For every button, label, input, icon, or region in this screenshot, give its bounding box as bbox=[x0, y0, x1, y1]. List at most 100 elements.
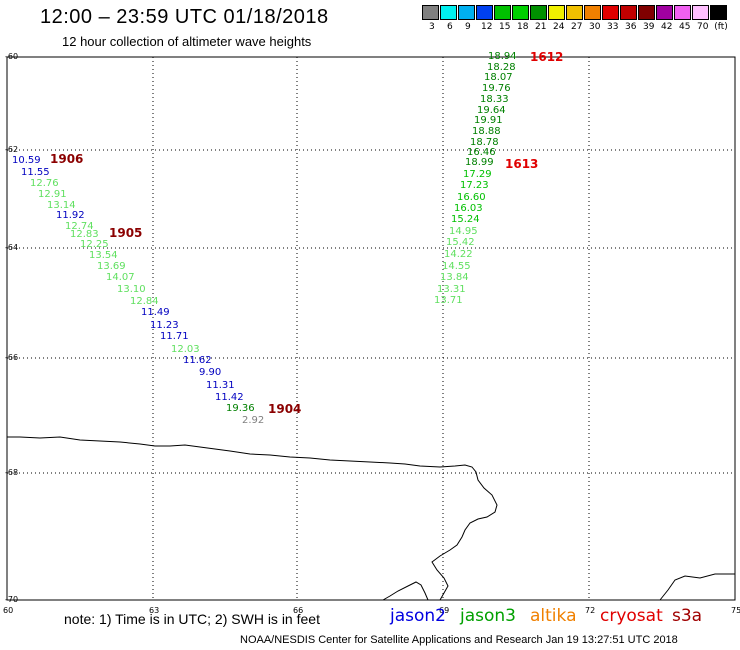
wave-height-value: 17.23 bbox=[460, 180, 489, 191]
longitude-label: 72 bbox=[585, 606, 596, 615]
wave-height-value: 15.24 bbox=[451, 214, 480, 225]
wave-height-value: 12.84 bbox=[130, 296, 159, 307]
colorbar-swatch bbox=[548, 5, 565, 20]
colorbar-label: 27 bbox=[570, 22, 583, 32]
colorbar-swatch bbox=[692, 5, 709, 20]
wave-height-value: 13.31 bbox=[437, 284, 466, 295]
colorbar-swatch bbox=[530, 5, 547, 20]
track-id-label: 1906 bbox=[50, 152, 84, 166]
latitude-label: -60 bbox=[5, 52, 19, 61]
latitude-label: -66 bbox=[5, 353, 19, 362]
antarctic-coastline bbox=[7, 436, 498, 601]
wave-height-value: 12.76 bbox=[30, 178, 59, 189]
wave-height-value: 10.59 bbox=[12, 155, 41, 166]
latitude-label: -62 bbox=[5, 145, 19, 154]
graticule bbox=[7, 57, 735, 600]
wave-height-value: 19.91 bbox=[474, 115, 503, 126]
track-id-label: 1612 bbox=[530, 50, 564, 64]
satellite-jason3: jason3 bbox=[460, 606, 516, 626]
latitude-label: -68 bbox=[5, 468, 19, 477]
wave-height-value: 12.83 bbox=[70, 229, 99, 240]
wave-height-value: 12.03 bbox=[171, 344, 200, 355]
wave-height-value: 13.14 bbox=[47, 200, 76, 211]
colorbar-swatch bbox=[494, 5, 511, 20]
colorbar-label: 3 bbox=[428, 22, 435, 32]
longitude-label: 75 bbox=[731, 606, 740, 615]
wave-height-value: 11.62 bbox=[183, 355, 212, 366]
wave-height-value: 19.64 bbox=[477, 105, 506, 116]
colorbar-swatch bbox=[710, 5, 727, 20]
colorbar-swatch bbox=[440, 5, 457, 20]
satellite-cryosat: cryosat bbox=[600, 606, 663, 626]
wave-height-value: 17.29 bbox=[463, 169, 492, 180]
longitude-label: 69 bbox=[439, 606, 450, 615]
track-id-label: 1905 bbox=[109, 226, 143, 240]
wave-height-value: 11.92 bbox=[56, 210, 85, 221]
colorbar-label: 6 bbox=[446, 22, 453, 32]
map-frame bbox=[6, 56, 736, 601]
colorbar-label: (ft) bbox=[714, 22, 728, 32]
colorbar-label: 24 bbox=[552, 22, 565, 32]
colorbar-label: 12 bbox=[480, 22, 493, 32]
longitude-label: 66 bbox=[293, 606, 304, 615]
wave-height-value: 11.55 bbox=[21, 167, 50, 178]
wave-height-value: 16.46 bbox=[467, 147, 496, 158]
longitude-label: 60 bbox=[3, 606, 14, 615]
wave-height-value: 16.60 bbox=[457, 192, 486, 203]
wave-height-value: 11.23 bbox=[150, 320, 179, 331]
wave-height-value: 14.95 bbox=[449, 226, 478, 237]
colorbar-label: 42 bbox=[660, 22, 673, 32]
wave-height-value: 11.71 bbox=[160, 331, 189, 342]
wave-height-value: 18.07 bbox=[484, 72, 513, 83]
map-title: 12:00 – 23:59 UTC 01/18/2018 bbox=[40, 6, 329, 28]
colorbar-label: 15 bbox=[498, 22, 511, 32]
wave-height-value: 12.74 bbox=[65, 221, 94, 232]
wave-height-value: 14.07 bbox=[106, 272, 135, 283]
wave-height-value: 13.10 bbox=[117, 284, 146, 295]
wave-height-value: 11.42 bbox=[215, 392, 244, 403]
coastline-segment-east bbox=[659, 573, 735, 601]
footnote: note: 1) Time is in UTC; 2) SWH is in fe… bbox=[64, 611, 320, 627]
colorbar-label: 21 bbox=[534, 22, 547, 32]
coastline-segment bbox=[382, 581, 429, 601]
latitude-label: -70 bbox=[5, 595, 19, 604]
wave-height-value: 15.42 bbox=[446, 237, 475, 248]
wave-height-value: 18.94 bbox=[488, 51, 517, 62]
latitude-label: -64 bbox=[5, 243, 19, 252]
wave-height-value: 12.25 bbox=[80, 239, 109, 250]
wave-height-value: 11.49 bbox=[141, 307, 170, 318]
wave-height-value: 11.31 bbox=[206, 380, 235, 391]
wave-height-value: 14.55 bbox=[442, 261, 471, 272]
wave-height-value: 19.76 bbox=[482, 83, 511, 94]
credits-footer: NOAA/NESDIS Center for Satellite Applica… bbox=[240, 634, 678, 646]
wave-height-value: 14.22 bbox=[444, 249, 473, 260]
wave-height-value: 13.54 bbox=[89, 250, 118, 261]
wave-height-value: 2.92 bbox=[242, 415, 265, 426]
track-id-label: 1904 bbox=[268, 402, 302, 416]
colorbar-swatch bbox=[620, 5, 637, 20]
wave-height-value: 16.03 bbox=[454, 203, 483, 214]
colorbar-label: 70 bbox=[696, 22, 709, 32]
wave-height-value: 18.33 bbox=[480, 94, 509, 105]
satellite-jason2: jason2 bbox=[390, 606, 446, 626]
colorbar-swatch bbox=[512, 5, 529, 20]
satellite-s3a: s3a bbox=[672, 606, 703, 626]
wave-height-value: 18.99 bbox=[465, 157, 494, 168]
colorbar-swatch bbox=[656, 5, 673, 20]
colorbar-label: 36 bbox=[624, 22, 637, 32]
colorbar-swatch bbox=[674, 5, 691, 20]
wave-height-value: 13.69 bbox=[97, 261, 126, 272]
colorbar-swatch bbox=[566, 5, 583, 20]
satellite-altika: altika bbox=[530, 606, 577, 626]
colorbar-label: 18 bbox=[516, 22, 529, 32]
wave-height-value: 13.71 bbox=[434, 295, 463, 306]
colorbar-swatch bbox=[584, 5, 601, 20]
wave-height-value: 18.88 bbox=[472, 126, 501, 137]
wave-height-value: 19.36 bbox=[226, 403, 255, 414]
colorbar-label: 30 bbox=[588, 22, 601, 32]
wave-height-value: 12.91 bbox=[38, 189, 67, 200]
colorbar-label: 45 bbox=[678, 22, 691, 32]
colorbar-swatch bbox=[602, 5, 619, 20]
colorbar-label: 33 bbox=[606, 22, 619, 32]
